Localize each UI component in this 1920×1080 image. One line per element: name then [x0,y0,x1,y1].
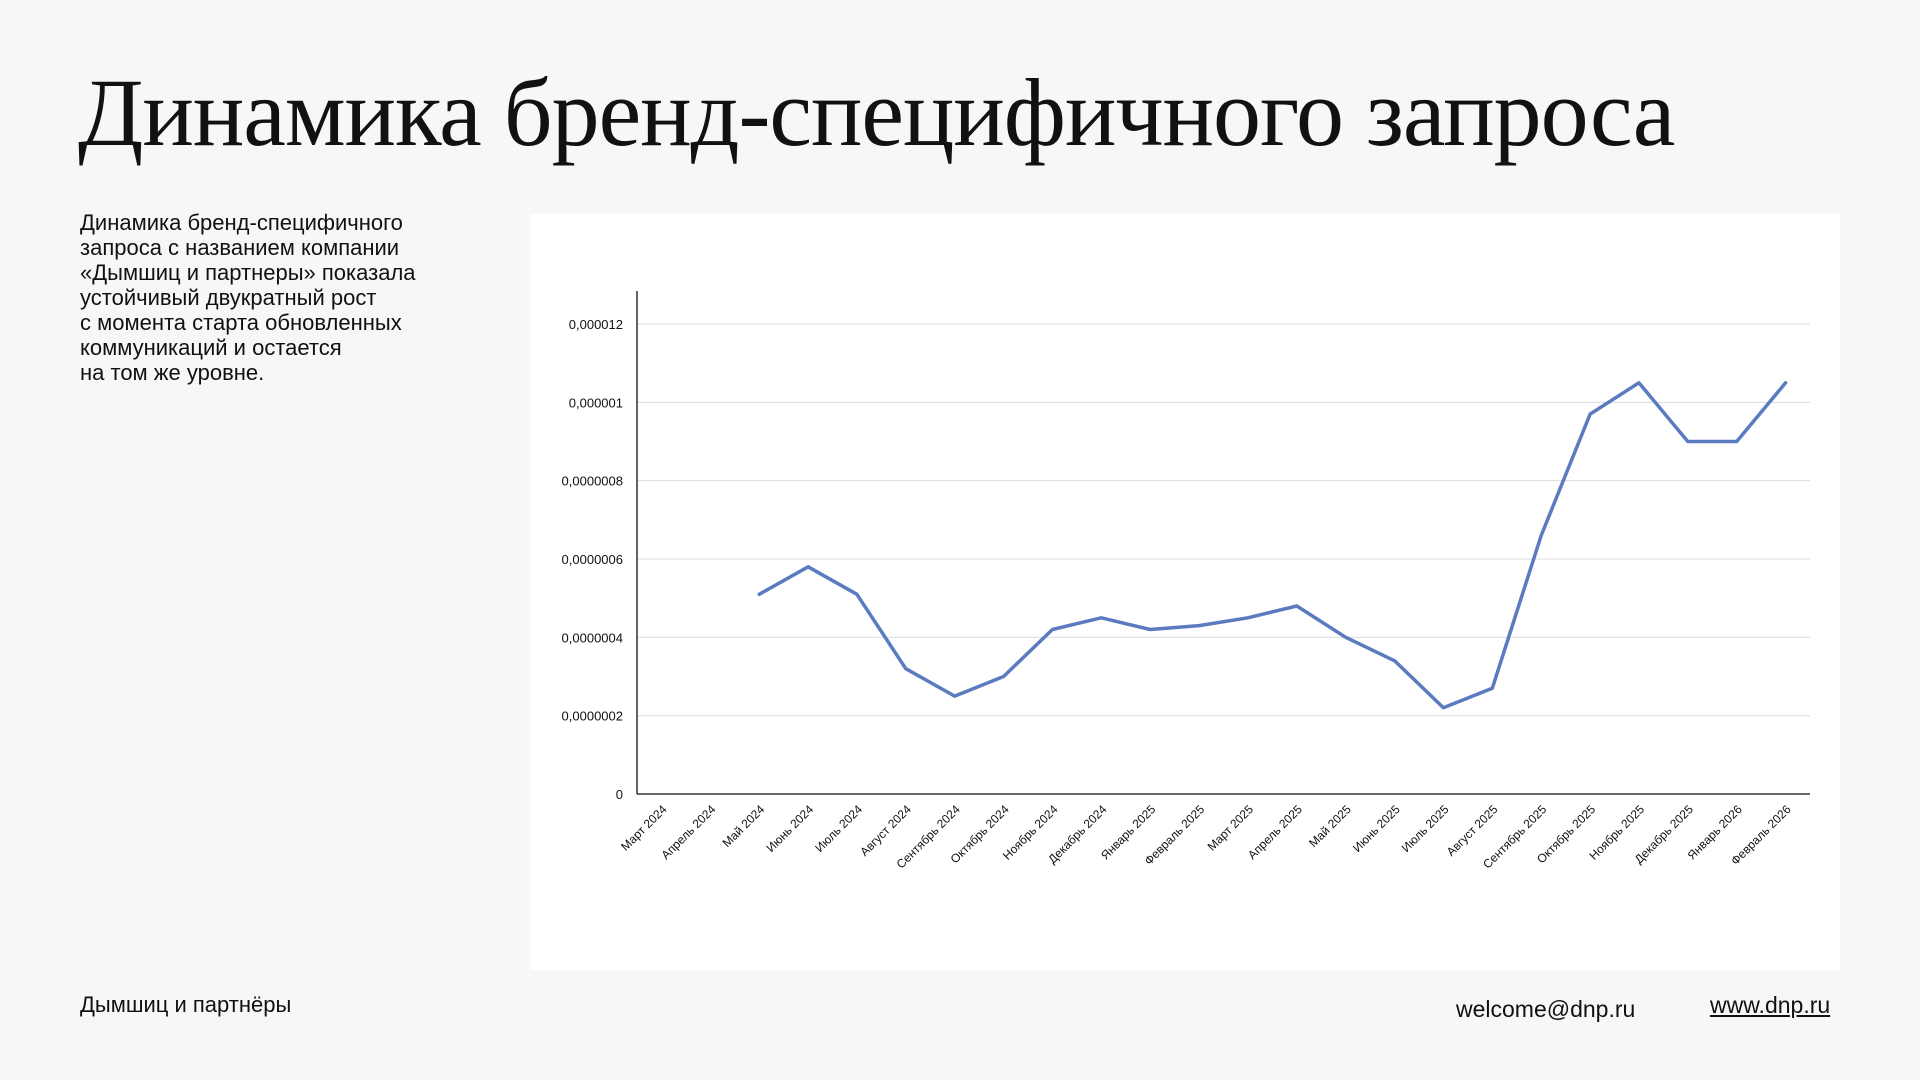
x-tick-label: Май 2024 [720,802,768,850]
description-line: с момента старта обновленных [80,310,402,335]
description-text: Динамика бренд-специфичного запроса с на… [80,210,520,385]
footer-site-link[interactable]: www.dnp.ru [1710,992,1831,1018]
y-tick-label: 0,0000006 [562,552,623,567]
line-chart: 0 0,0000002 0,0000004 0,0000006 0,0000008 0,0… [562,291,1810,871]
x-tick-label: Март 2025 [1205,802,1257,854]
y-tick-label: 0,000001 [569,395,623,410]
description-line: Динамика бренд-специфичного [80,210,403,235]
x-tick-label: Июнь 2025 [1350,802,1403,855]
description-line: коммуникаций и остается [80,335,342,360]
description-line: «Дымшиц и партнеры» показала [80,260,416,285]
chart-card: 0 0,0000002 0,0000004 0,0000006 0,0000008 0,0… [530,214,1840,970]
y-tick-label: 0,0000008 [562,474,623,489]
y-tick-label: 0 [616,787,623,802]
series-line [757,381,1788,710]
description-line: запроса с названием компании [80,235,400,260]
x-tick-label: Май 2025 [1306,802,1354,850]
y-tick-label: 0,0000002 [562,709,623,724]
footer-email-link[interactable]: welcome@dnp.ru [1456,996,1636,1022]
description-line: устойчивый двукратный рост [80,285,377,310]
x-tick-label: Март 2024 [618,802,670,854]
y-tick-label: 0,000012 [569,317,623,332]
x-tick-label: Июнь 2024 [763,802,816,855]
page-title: Динамика бренд-специфичного запроса [78,59,1675,166]
y-tick-label: 0,0000004 [562,630,623,645]
description-line: на том же уровне. [80,360,265,385]
x-tick-label: Июль 2024 [812,802,865,855]
x-tick-label: Июль 2025 [1399,802,1452,855]
footer-brand: Дымшиц и партнёры [80,992,292,1017]
